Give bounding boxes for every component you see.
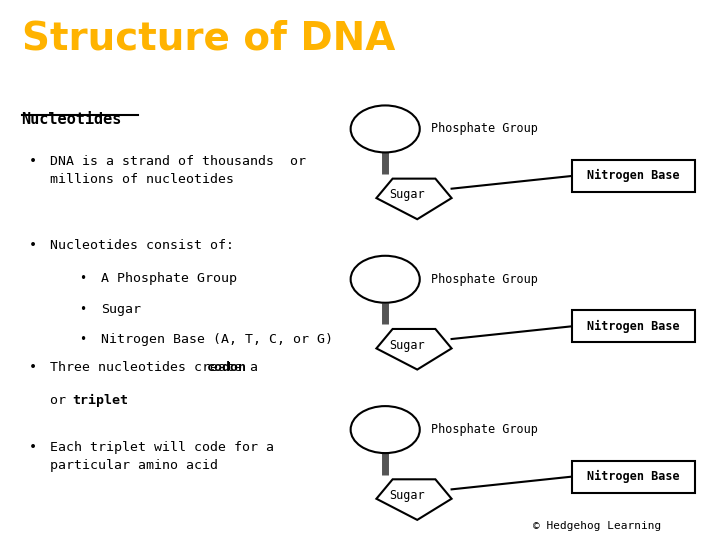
Text: •: •	[29, 441, 37, 454]
Text: Nitrogen Base: Nitrogen Base	[588, 170, 680, 183]
Text: Phosphate Group: Phosphate Group	[431, 273, 537, 286]
FancyBboxPatch shape	[572, 461, 695, 492]
Text: Three nucleotides create a: Three nucleotides create a	[50, 361, 266, 374]
Text: Phosphate Group: Phosphate Group	[431, 123, 537, 136]
Text: •: •	[79, 303, 86, 316]
Text: A Phosphate Group: A Phosphate Group	[101, 272, 237, 285]
Text: •: •	[79, 333, 86, 346]
Text: Each triplet will code for a
particular amino acid: Each triplet will code for a particular …	[50, 441, 274, 472]
FancyBboxPatch shape	[572, 160, 695, 192]
Text: •: •	[29, 361, 37, 374]
Text: Structure of DNA: Structure of DNA	[22, 19, 395, 58]
Text: Nitrogen Base: Nitrogen Base	[588, 320, 680, 333]
Ellipse shape	[351, 256, 420, 303]
Text: Sugar: Sugar	[389, 339, 425, 352]
Text: Nitrogen Base: Nitrogen Base	[588, 470, 680, 483]
Text: Sugar: Sugar	[389, 188, 425, 201]
FancyBboxPatch shape	[572, 310, 695, 342]
Text: Nitrogen Base (A, T, C, or G): Nitrogen Base (A, T, C, or G)	[101, 333, 333, 346]
Polygon shape	[377, 329, 451, 369]
Text: Sugar: Sugar	[101, 303, 141, 316]
Text: codon: codon	[207, 361, 248, 374]
Text: © Hedgehog Learning: © Hedgehog Learning	[534, 521, 662, 531]
Ellipse shape	[351, 406, 420, 453]
Text: Sugar: Sugar	[389, 489, 425, 502]
Text: •: •	[29, 155, 37, 168]
Text: Nucleotides: Nucleotides	[22, 112, 122, 127]
Polygon shape	[377, 480, 451, 520]
Text: Phosphate Group: Phosphate Group	[431, 423, 537, 436]
Ellipse shape	[351, 105, 420, 152]
Text: triplet: triplet	[72, 394, 128, 408]
Polygon shape	[377, 179, 451, 219]
Text: DNA is a strand of thousands  or
millions of nucleotides: DNA is a strand of thousands or millions…	[50, 155, 307, 186]
Text: Nucleotides consist of:: Nucleotides consist of:	[50, 239, 235, 252]
Text: or: or	[50, 394, 74, 407]
Text: •: •	[79, 272, 86, 285]
Text: •: •	[29, 239, 37, 252]
